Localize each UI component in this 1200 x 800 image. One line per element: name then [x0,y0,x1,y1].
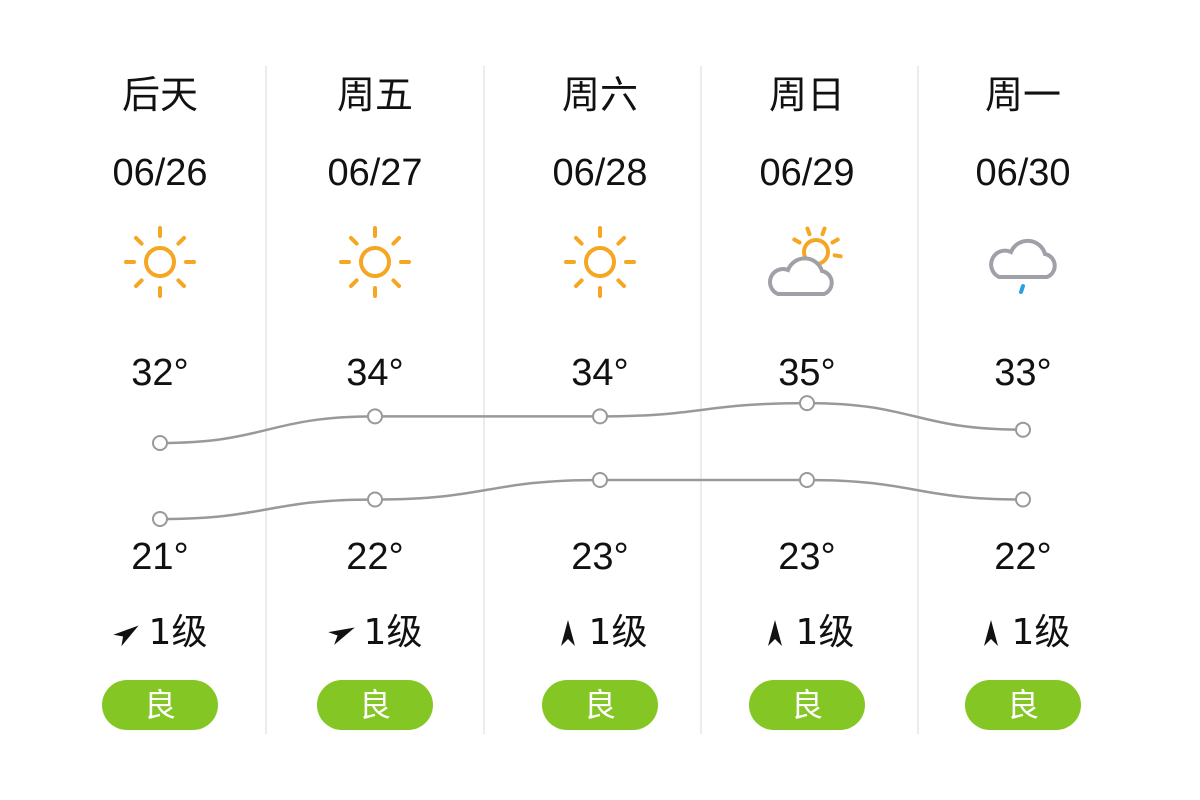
aqi-badge[interactable]: 良 [965,680,1081,730]
day-label: 后天 [121,73,198,117]
date-label: 06/26 [112,152,208,194]
wind-direction-icon [327,627,355,645]
high-temp-line [159,401,1024,445]
aqi-badge[interactable]: 良 [542,680,658,730]
divider [917,66,919,734]
aqi-badge[interactable]: 良 [102,680,218,730]
high-temp: 32° [131,352,189,394]
low-temp-line [159,478,1024,521]
wind-level: 1级 [1011,612,1071,653]
divider [700,66,702,734]
partly-cloudy-icon [699,222,915,302]
high-temp-point [1015,421,1031,438]
high-temp: 34° [346,352,404,394]
divider [483,66,485,734]
forecast-day[interactable]: 后天 06/26 32° 21° 1级 良 [52,0,268,800]
date-label: 06/29 [759,152,855,194]
low-temp: 23° [778,536,836,578]
low-temp: 23° [571,536,629,578]
high-temp: 34° [571,352,629,394]
wind-level: 1级 [148,612,208,653]
forecast-day[interactable]: 周日 06/29 35° 23° 1级 良 [699,0,915,800]
low-temp: 22° [994,536,1052,578]
wind-info: 1级 [52,610,268,656]
forecast-day[interactable]: 周一 06/30 33° 22° 1级 良 [915,0,1131,800]
divider [265,66,267,734]
low-temp-point [367,491,383,508]
aqi-badge[interactable]: 良 [317,680,433,730]
forecast-day[interactable]: 周五 06/27 34° 22° 1级 良 [267,0,483,800]
wind-direction-icon [560,620,575,646]
forecast-day[interactable]: 周六 06/28 34° 23° 1级 良 [492,0,708,800]
date-label: 06/27 [327,152,423,194]
low-temp-point [152,511,168,527]
wind-info: 1级 [699,610,915,656]
sunny-icon [492,222,708,302]
wind-info: 1级 [267,610,483,656]
low-temp: 22° [346,536,404,578]
day-label: 周五 [336,73,413,117]
wind-info: 1级 [915,610,1131,656]
light-rain-icon [915,222,1131,302]
high-temp-point [592,408,608,425]
day-label: 周日 [768,73,845,117]
wind-direction-icon [112,625,139,647]
wind-info: 1级 [492,610,708,656]
low-temp: 21° [131,536,189,578]
wind-level: 1级 [363,612,423,653]
sunny-icon [267,222,483,302]
wind-direction-icon [983,620,998,646]
wind-direction-icon [767,620,782,646]
high-temp: 33° [994,352,1052,394]
high-temp-point [152,435,168,451]
high-temp-point [367,408,383,425]
date-label: 06/30 [975,152,1071,194]
date-label: 06/28 [552,152,648,194]
wind-level: 1级 [795,612,855,653]
sunny-icon [52,222,268,302]
low-temp-point [799,472,815,488]
wind-level: 1级 [588,612,648,653]
low-temp-point [592,472,608,488]
high-temp-point [799,395,815,412]
low-temp-point [1015,491,1031,508]
high-temp: 35° [778,352,836,394]
day-label: 周一 [984,73,1061,117]
day-label: 周六 [561,73,638,117]
aqi-badge[interactable]: 良 [749,680,865,730]
